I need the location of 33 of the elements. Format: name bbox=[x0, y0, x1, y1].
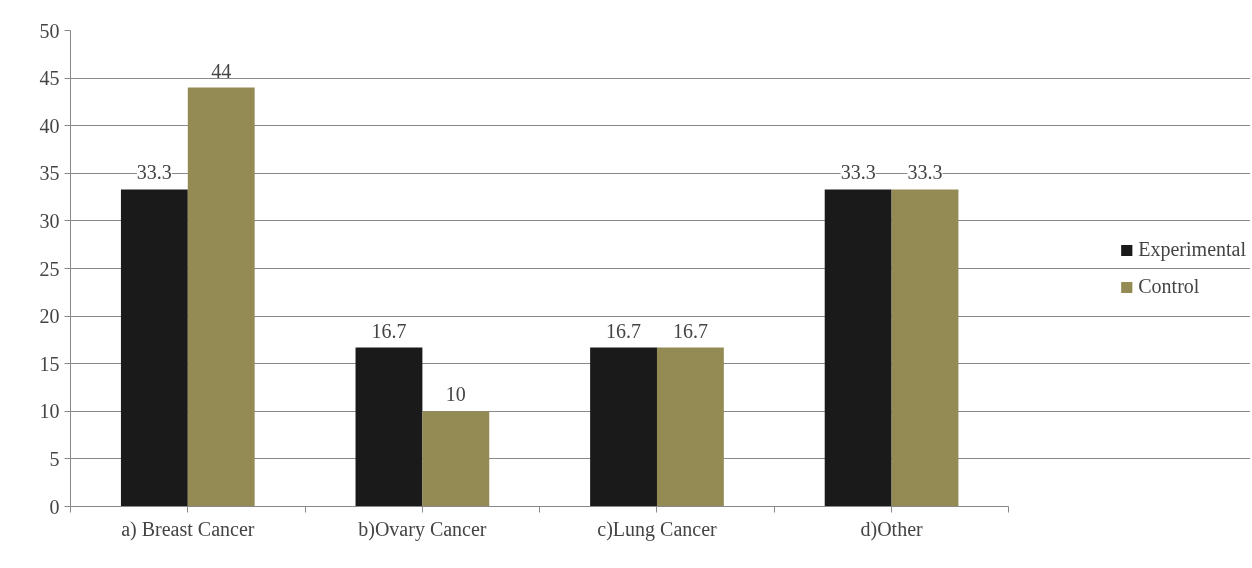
y-tick-label: 45 bbox=[39, 67, 60, 90]
data-label: 16.7 bbox=[672, 319, 708, 342]
y-tick-label: 50 bbox=[39, 19, 60, 42]
bar bbox=[891, 189, 959, 507]
legend-label: Control bbox=[1138, 275, 1200, 298]
bar bbox=[422, 411, 490, 507]
data-label: 16.7 bbox=[371, 319, 407, 342]
x-tick-label: b)Ovary Cancer bbox=[358, 517, 487, 541]
bar bbox=[120, 189, 188, 507]
data-label: 33.3 bbox=[136, 161, 172, 184]
bar bbox=[355, 347, 423, 507]
y-tick-label: 5 bbox=[49, 447, 60, 470]
x-tick-label: d)Other bbox=[860, 517, 924, 541]
y-tick-label: 40 bbox=[39, 114, 60, 137]
data-label: 33.3 bbox=[840, 161, 876, 184]
y-tick-label: 35 bbox=[39, 162, 60, 185]
y-tick-label: 15 bbox=[39, 352, 60, 375]
y-tick-label: 30 bbox=[39, 209, 60, 232]
bar bbox=[656, 347, 724, 507]
data-label: 10 bbox=[445, 383, 466, 406]
data-label: 16.7 bbox=[606, 319, 642, 342]
bar bbox=[187, 87, 255, 507]
bar bbox=[824, 189, 892, 507]
legend-label: Experimental bbox=[1138, 238, 1246, 261]
y-tick-label: 25 bbox=[39, 257, 60, 280]
x-tick-label: a) Breast Cancer bbox=[121, 517, 255, 541]
data-label: 44 bbox=[211, 59, 232, 82]
data-label: 33.3 bbox=[907, 161, 943, 184]
y-tick-label: 0 bbox=[49, 495, 60, 518]
y-tick-label: 20 bbox=[39, 305, 60, 328]
y-tick-label: 10 bbox=[39, 400, 60, 423]
bar bbox=[590, 347, 657, 507]
x-tick-label: c)Lung Cancer bbox=[597, 517, 718, 541]
